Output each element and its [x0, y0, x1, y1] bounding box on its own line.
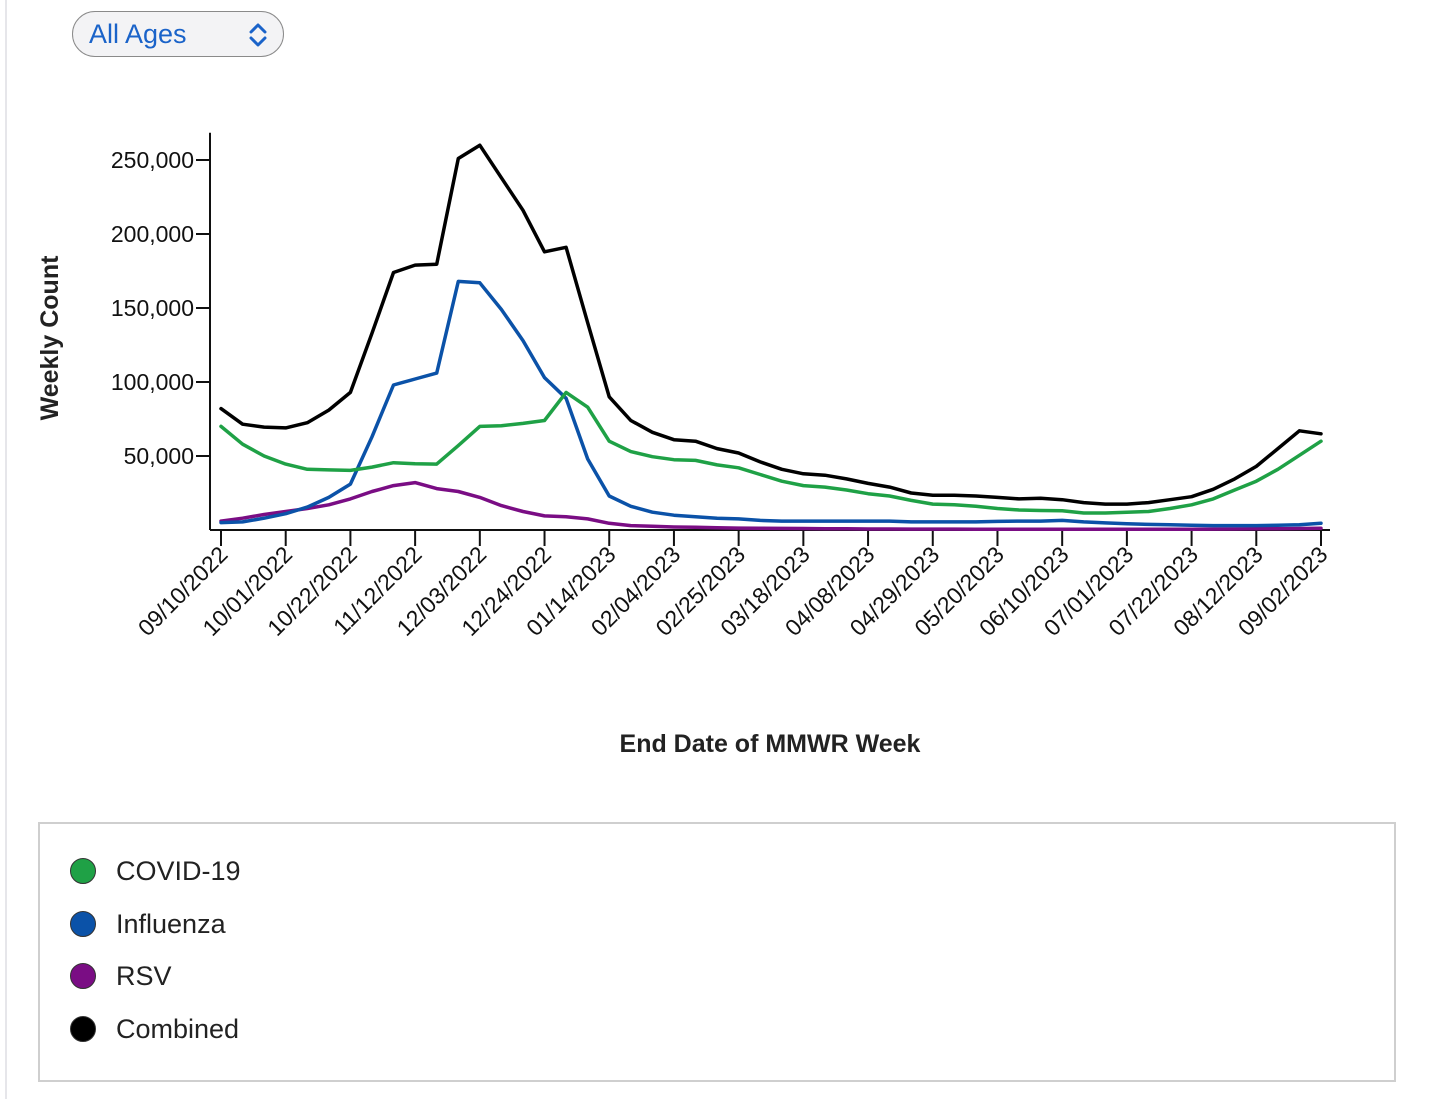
legend-dot-icon [70, 1016, 96, 1042]
y-axis: 50,000 100,000 150,000 200,000 250,000 [111, 132, 211, 530]
legend-item-covid[interactable]: COVID-19 [70, 854, 241, 888]
y-tick-label: 50,000 [124, 443, 194, 469]
series-line-influenza [219, 279, 1323, 528]
series-line-covid-19 [219, 390, 1323, 515]
y-axis-title: Weekly Count [36, 255, 64, 421]
legend-item-combined[interactable]: Combined [70, 1012, 239, 1046]
legend-item-influenza[interactable]: Influenza [70, 907, 226, 941]
x-axis-title: End Date of MMWR Week [620, 730, 921, 758]
legend-label: Combined [116, 1013, 240, 1044]
age-group-select[interactable]: All Ages [72, 11, 284, 57]
legend-dot-icon [70, 963, 96, 989]
series-line-rsv [219, 480, 1323, 532]
legend-item-rsv[interactable]: RSV [70, 959, 172, 993]
y-tick-label: 200,000 [111, 221, 194, 247]
legend-dot-icon [70, 911, 96, 937]
y-tick-label: 250,000 [111, 147, 194, 173]
legend-label: COVID-19 [116, 855, 241, 886]
up-down-chevron-icon [247, 22, 269, 53]
series-line-combined [219, 143, 1323, 506]
legend-label: Influenza [116, 908, 226, 939]
x-axis: 09/10/202210/01/202210/22/202211/12/2022… [133, 529, 1333, 641]
y-tick-label: 100,000 [111, 369, 194, 395]
legend-dot-icon [70, 858, 96, 884]
line-chart: 50,000 100,000 150,000 200,000 250,000 09/10… [36, 132, 1333, 758]
page-left-border [5, 0, 7, 1099]
series-layer [219, 143, 1323, 532]
y-tick-label: 150,000 [111, 295, 194, 321]
age-group-select-value: All Ages [89, 18, 187, 49]
legend: COVID-19 Influenza RSV Combined [38, 822, 1396, 1082]
legend-label: RSV [116, 960, 172, 991]
